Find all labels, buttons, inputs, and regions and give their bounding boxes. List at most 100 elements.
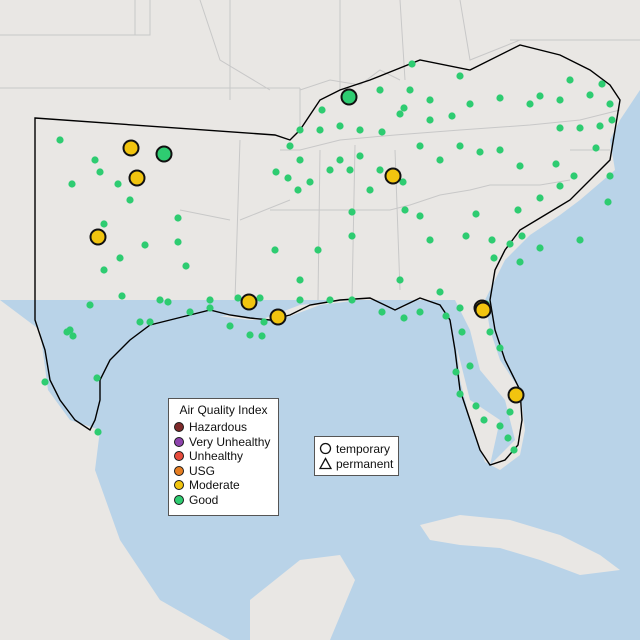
good-monitor-marker: [472, 210, 480, 218]
good-monitor-marker: [141, 241, 149, 249]
good-monitor-marker: [318, 106, 326, 114]
good-monitor-marker: [476, 148, 484, 156]
moderate-sites: [89, 88, 525, 404]
good-monitor-marker: [296, 296, 304, 304]
unhealthy-swatch: [174, 451, 184, 462]
good-monitor-marker: [174, 238, 182, 246]
good-monitor-marker: [416, 212, 424, 220]
good-monitor-marker: [68, 180, 76, 188]
good-monitor-marker: [348, 232, 356, 240]
good-monitor-marker: [506, 240, 514, 248]
moderate-monitor-marker: [384, 167, 402, 185]
good-monitor-marker: [552, 160, 560, 168]
good-monitor-marker: [448, 112, 456, 120]
monitor-type-legend: temporary permanent: [314, 436, 399, 476]
good-monitor-marker: [348, 208, 356, 216]
good-monitor-marker: [396, 276, 404, 284]
region-outline: [34, 44, 621, 466]
good-monitor-marker: [504, 434, 512, 442]
good-monitor-marker: [456, 72, 464, 80]
good-monitor-marker: [356, 126, 364, 134]
good-monitor-marker: [63, 328, 71, 336]
good-swatch: [174, 494, 184, 505]
good-monitor-marker: [556, 124, 564, 132]
moderate-monitor-marker: [128, 169, 146, 187]
legend-label: temporary: [336, 441, 391, 456]
good-monitor-marker: [516, 258, 524, 266]
good-monitor-marker: [576, 236, 584, 244]
good-monitor-marker: [156, 296, 164, 304]
good-monitor-marker: [118, 292, 126, 300]
good-monitor-marker: [510, 446, 518, 454]
good-monitor-marker: [356, 152, 364, 160]
legend-label: USG: [189, 463, 216, 478]
good-monitor-marker: [294, 186, 302, 194]
good-monitor-marker: [314, 246, 322, 254]
good-monitor-marker: [514, 206, 522, 214]
good-monitor-marker: [136, 318, 144, 326]
good-monitor-marker: [496, 94, 504, 102]
good-monitor-marker: [336, 122, 344, 130]
legend-item-usg: USG: [169, 464, 278, 479]
good-monitor-marker: [518, 232, 526, 240]
good-monitor-marker: [41, 378, 49, 386]
legend-item-temporary: temporary: [315, 441, 398, 456]
good-monitor-marker: [408, 60, 416, 68]
good-monitor-marker: [284, 174, 292, 182]
good-monitor-marker: [376, 166, 384, 174]
legend-label: Unhealthy: [189, 449, 244, 464]
good-monitor-marker: [436, 288, 444, 296]
good-monitor-marker: [126, 196, 134, 204]
good-monitor-marker: [462, 232, 470, 240]
good-monitor-marker: [258, 332, 266, 340]
good-monitor-marker: [206, 304, 214, 312]
good-monitor-marker: [296, 156, 304, 164]
cuba-island: [420, 515, 620, 575]
legend-item-moderate: Moderate: [169, 478, 278, 493]
good-monitor-marker: [86, 301, 94, 309]
good-monitor-marker: [586, 91, 594, 99]
legend-label: Very Unhealthy: [189, 434, 271, 449]
good-monitor-marker: [400, 104, 408, 112]
good-monitor-marker: [326, 296, 334, 304]
good-monitor-marker: [436, 156, 444, 164]
good-sites: [41, 60, 616, 454]
legend-item-permanent: permanent: [315, 456, 398, 471]
good-monitor-marker: [56, 136, 64, 144]
good-monitor-marker: [336, 156, 344, 164]
good-monitor-marker: [256, 294, 264, 302]
legend-label: Hazardous: [189, 420, 248, 435]
moderate-monitor-marker: [269, 308, 287, 326]
good-monitor-marker: [596, 122, 604, 130]
good-monitor-marker: [401, 206, 409, 214]
good-monitor-marker: [260, 318, 268, 326]
moderate-monitor-marker: [507, 386, 525, 404]
good-monitor-marker: [416, 142, 424, 150]
good-monitor-marker: [234, 294, 242, 302]
good-monitor-marker: [480, 416, 488, 424]
good-monitor-marker: [114, 180, 122, 188]
good-monitor-marker: [526, 100, 534, 108]
good-monitor-marker: [94, 428, 102, 436]
usg-swatch: [174, 465, 184, 476]
good-monitor-marker: [536, 244, 544, 252]
moderate-monitor-marker: [240, 293, 258, 311]
good-monitor-marker: [472, 402, 480, 410]
good-monitor-marker: [426, 96, 434, 104]
good-monitor-marker: [570, 172, 578, 180]
good-monitor-marker: [566, 76, 574, 84]
legend-item-very-unhealthy: Very Unhealthy: [169, 435, 278, 450]
good-monitor-marker: [155, 145, 173, 163]
good-monitor-marker: [426, 116, 434, 124]
good-monitor-marker: [366, 186, 374, 194]
good-monitor-marker: [91, 156, 99, 164]
good-monitor-marker: [378, 308, 386, 316]
good-monitor-marker: [608, 116, 616, 124]
good-monitor-marker: [296, 126, 304, 134]
aqi-legend-title: Air Quality Index: [179, 403, 268, 417]
legend-item-hazardous: Hazardous: [169, 420, 278, 435]
good-monitor-marker: [246, 331, 254, 339]
good-monitor-marker: [456, 304, 464, 312]
good-monitor-marker: [226, 322, 234, 330]
good-monitor-marker: [536, 194, 544, 202]
